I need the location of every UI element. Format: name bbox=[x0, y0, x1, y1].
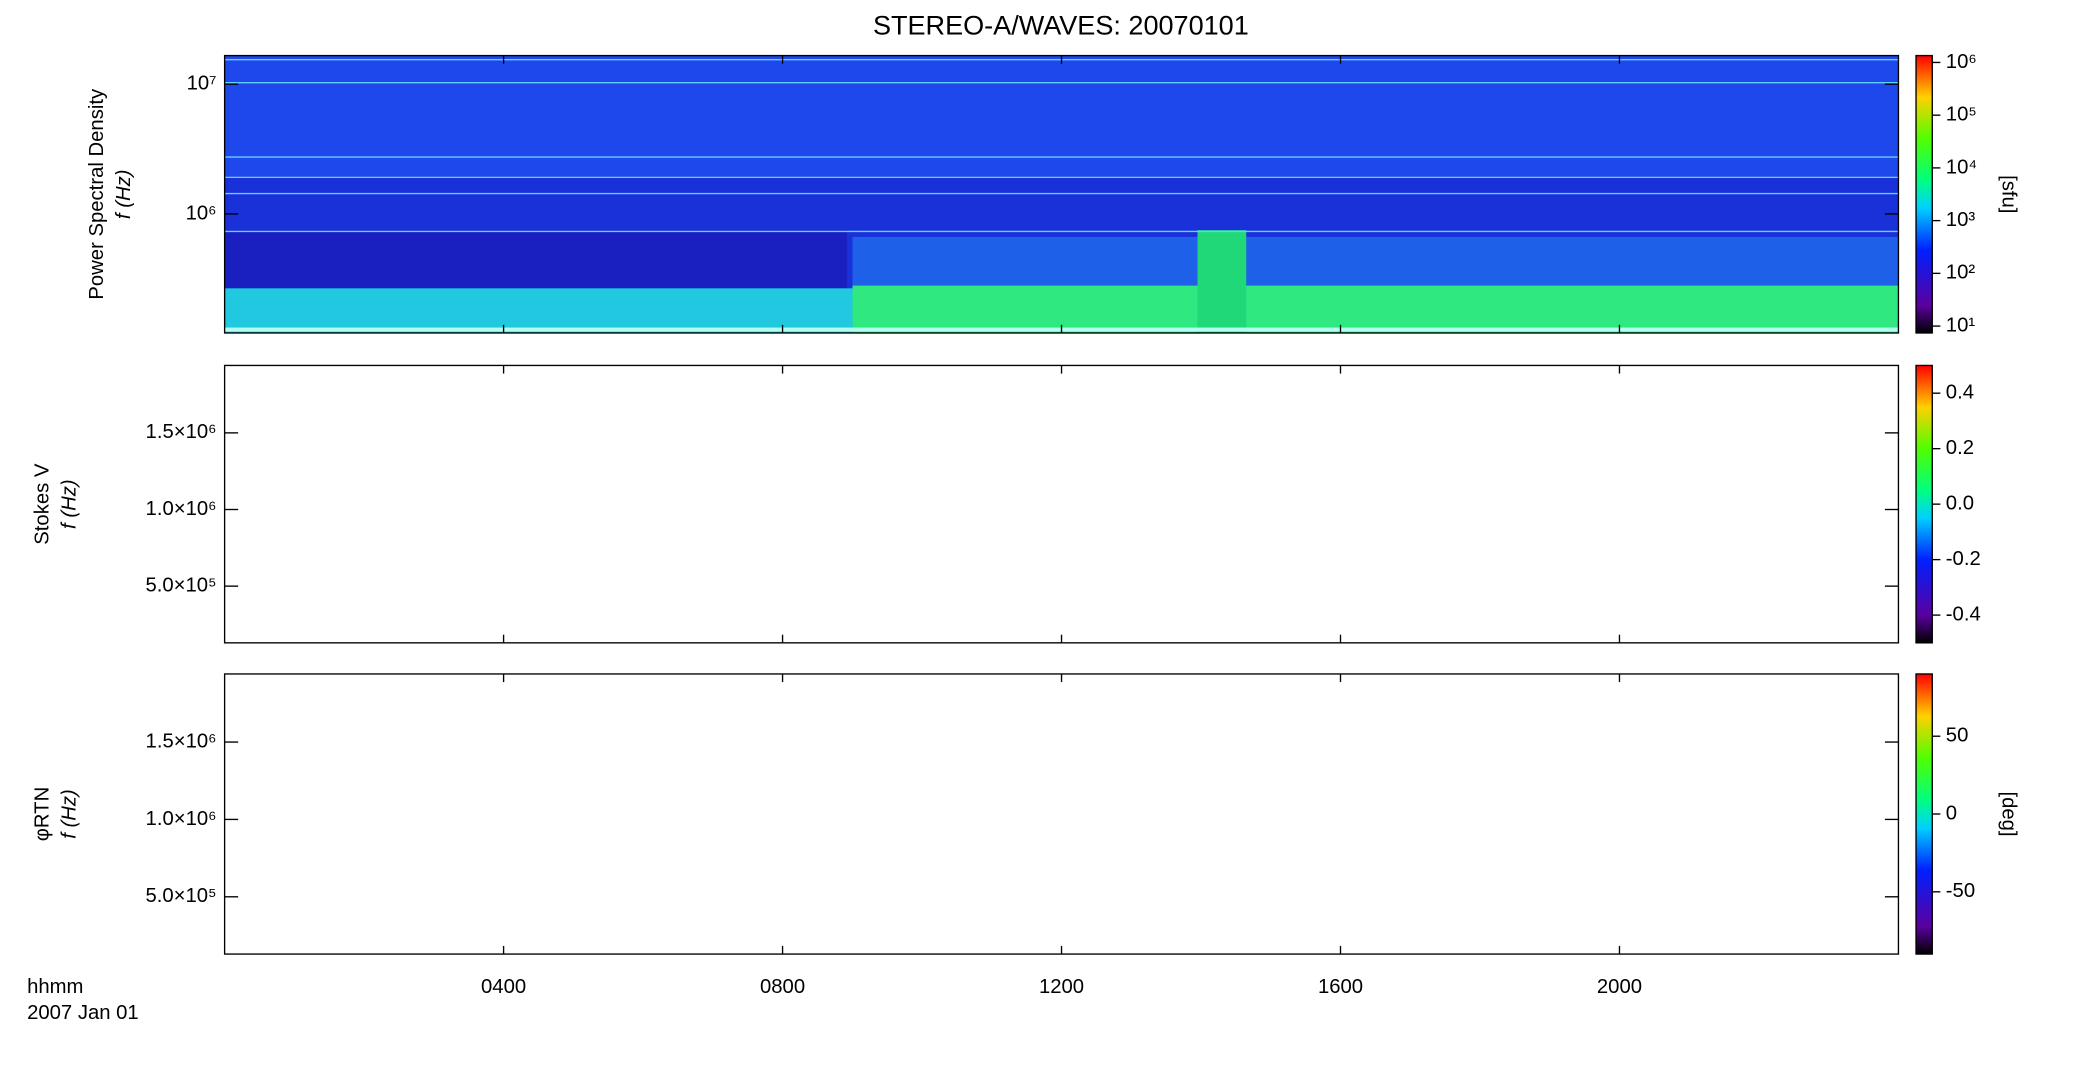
x-tick-label: 0800 bbox=[760, 976, 805, 998]
colorbar bbox=[1915, 364, 1933, 644]
plot-frame bbox=[223, 673, 1900, 955]
colorbar-tick-label: 0.4 bbox=[1946, 382, 1974, 404]
colorbar-label: [sfu] bbox=[1998, 175, 2020, 213]
colorbar-tick-label: 10⁴ bbox=[1946, 156, 1977, 178]
colorbar-tick-label: 10⁵ bbox=[1946, 104, 1977, 126]
y-axis-label: Power Spectral Density bbox=[86, 88, 108, 300]
plot-frame bbox=[223, 364, 1900, 644]
colorbar-tick-label: 0 bbox=[1946, 802, 1957, 824]
colorbar-tick-label: 50 bbox=[1946, 725, 1969, 747]
colorbar-tick-label: 10¹ bbox=[1946, 314, 1976, 336]
colorbar-tick-label: 0.2 bbox=[1946, 437, 1974, 459]
date-label: 2007 Jan 01 bbox=[27, 1002, 139, 1024]
y-axis-label: f (Hz) bbox=[59, 479, 81, 529]
spectrogram-image bbox=[224, 55, 1899, 333]
title: STEREO-A/WAVES: 20070101 bbox=[873, 10, 1249, 40]
x-tick-label: 1200 bbox=[1039, 976, 1084, 998]
colorbar-tick-label: -0.2 bbox=[1946, 548, 1981, 570]
y-tick-label: 1.0×10⁶ bbox=[146, 498, 217, 520]
colorbar-tick-label: 10² bbox=[1946, 262, 1976, 284]
y-tick-label: 10⁷ bbox=[187, 73, 217, 95]
x-tick-label: 1600 bbox=[1318, 976, 1363, 998]
y-tick-label: 1.0×10⁶ bbox=[146, 808, 217, 830]
colorbar-tick-label: -50 bbox=[1946, 880, 1975, 902]
y-axis-label: f (Hz) bbox=[113, 169, 135, 219]
y-tick-label: 5.0×10⁵ bbox=[145, 574, 216, 596]
x-tick-label: 0400 bbox=[481, 976, 526, 998]
colorbar-tick-label: 0.0 bbox=[1946, 493, 1974, 515]
y-tick-label: 1.5×10⁶ bbox=[146, 421, 217, 443]
y-axis-label: Stokes V bbox=[32, 463, 54, 545]
colorbar-tick-label: 10⁶ bbox=[1946, 51, 1977, 73]
y-axis-label: φRTN bbox=[32, 787, 54, 841]
y-tick-label: 10⁶ bbox=[186, 202, 217, 224]
x-axis-label: hhmm bbox=[27, 976, 83, 998]
x-tick-label: 2000 bbox=[1597, 976, 1642, 998]
y-tick-label: 5.0×10⁵ bbox=[145, 885, 216, 907]
colorbar-tick-label: -0.4 bbox=[1946, 603, 1981, 625]
y-axis-label: f (Hz) bbox=[59, 789, 81, 839]
colorbar-label: [deg] bbox=[1998, 791, 2020, 836]
colorbar-tick-label: 10³ bbox=[1946, 209, 1976, 231]
y-tick-label: 1.5×10⁶ bbox=[146, 730, 217, 752]
colorbar bbox=[1915, 54, 1933, 334]
colorbar bbox=[1915, 673, 1933, 955]
